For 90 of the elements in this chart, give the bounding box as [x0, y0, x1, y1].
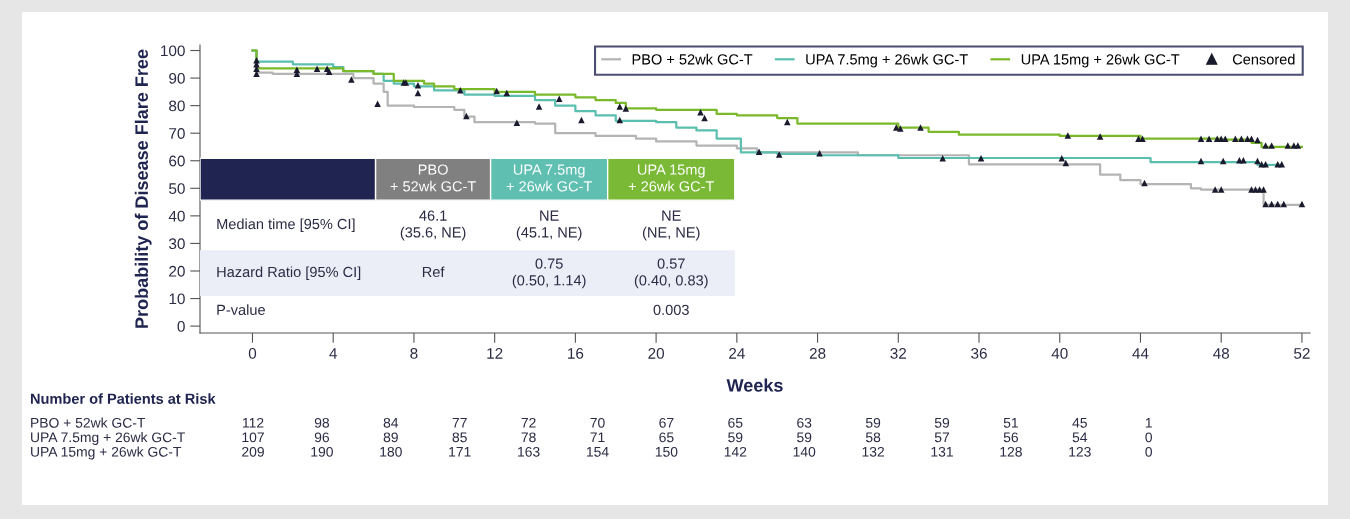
- text: 58: [865, 432, 881, 443]
- text: 84: [383, 417, 399, 428]
- text: 190: [311, 446, 333, 457]
- annotation: Median time [95% CI]: [217, 218, 355, 233]
- text: 45: [1072, 418, 1087, 428]
- text: 132: [862, 446, 884, 457]
- legend-label: Censored: [1232, 53, 1295, 65]
- text: 131: [931, 446, 953, 457]
- text: 163: [518, 446, 540, 457]
- annotation: P-value: [217, 304, 265, 315]
- x-tick-label: 0: [248, 347, 257, 359]
- annotation: NE (45.1, NE): [516, 210, 582, 241]
- text: 0: [1145, 446, 1153, 457]
- text: 0: [1145, 432, 1153, 443]
- annotation: UPA 15mg + 26wk GC-T: [628, 164, 715, 192]
- x-tick-label: 44: [1132, 348, 1149, 359]
- annotation: 0.57 (0.40, 0.83): [634, 258, 708, 289]
- x-tick-label: 28: [809, 347, 826, 359]
- text: 72: [521, 417, 536, 428]
- x-tick-label: 36: [971, 347, 987, 359]
- legend-label: UPA 7.5mg + 26wk GC-T: [806, 53, 968, 68]
- y-tick-label: 20: [169, 265, 185, 277]
- x-tick-label: 24: [729, 347, 745, 359]
- text: 96: [314, 432, 330, 443]
- annotation: Hazard Ratio [95% CI]: [217, 266, 361, 280]
- text: 142: [724, 446, 747, 457]
- annotation: PBO + 52wk GC-T: [390, 164, 476, 192]
- text: 78: [521, 432, 536, 443]
- text: 57: [934, 432, 950, 443]
- text: 128: [1000, 446, 1022, 457]
- text: 140: [793, 446, 816, 457]
- text: UPA 7.5mg + 26wk GC-T: [31, 432, 185, 445]
- text: 59: [865, 417, 881, 428]
- y-tick-label: 100: [161, 45, 185, 57]
- text: 54: [1072, 432, 1088, 443]
- y-axis-title: Probability of Disease Flare Free: [134, 49, 152, 328]
- y-tick-label: 0: [177, 320, 185, 332]
- y-tick-label: 50: [169, 183, 185, 194]
- annotation: 0.003: [653, 304, 689, 315]
- text: 71: [590, 432, 605, 443]
- x-tick-label: 40: [1051, 347, 1068, 359]
- text: 85: [452, 432, 467, 443]
- y-tick-label: 40: [168, 210, 185, 222]
- y-tick-label: 80: [169, 100, 185, 112]
- text: 67: [659, 417, 674, 428]
- x-tick-label: 4: [329, 348, 337, 359]
- text: 180: [380, 446, 402, 457]
- text: 56: [1003, 432, 1019, 443]
- annotation: Ref: [422, 266, 445, 278]
- legend-label: PBO + 52wk GC-T: [632, 53, 753, 65]
- text: 112: [242, 417, 264, 428]
- y-tick-label: 30: [169, 238, 185, 250]
- text: 77: [452, 418, 467, 428]
- text: 154: [586, 447, 609, 457]
- text: 107: [242, 432, 264, 443]
- x-tick-label: 12: [487, 347, 503, 359]
- text: 70: [590, 417, 605, 428]
- text: 123: [1069, 446, 1091, 457]
- text: 59: [934, 417, 950, 428]
- text: 209: [242, 446, 264, 457]
- y-tick-label: 60: [169, 155, 185, 167]
- text: 89: [383, 432, 398, 443]
- legend-label: UPA 15mg + 26wk GC-T: [1021, 53, 1180, 68]
- text: 51: [1003, 418, 1018, 428]
- text: 1: [1145, 418, 1152, 428]
- annotation: 0.75 (0.50, 1.14): [512, 258, 586, 289]
- text: PBO + 52wk GC-T: [31, 417, 146, 428]
- text: 63: [797, 417, 812, 428]
- text: 98: [314, 417, 330, 428]
- text: 59: [728, 432, 743, 443]
- annotation: NE (NE, NE): [642, 210, 700, 241]
- annotation: UPA 7.5mg + 26wk GC-T: [506, 164, 592, 192]
- x-tick-label: 48: [1213, 347, 1230, 359]
- x-tick-label: 16: [568, 347, 584, 359]
- y-tick-label: 70: [169, 128, 185, 139]
- text: 150: [655, 446, 678, 457]
- text: 65: [728, 417, 743, 428]
- y-tick-label: 90: [169, 72, 185, 84]
- x-tick-label: 20: [648, 347, 665, 359]
- x-tick-label: 52: [1294, 347, 1310, 359]
- text: 59: [797, 432, 812, 443]
- y-tick-label: 10: [169, 293, 185, 305]
- annotation: 46.1 (35.6, NE): [400, 210, 466, 241]
- x-axis-title: Weeks: [726, 378, 783, 392]
- text: 65: [659, 432, 674, 443]
- text: 171: [449, 447, 471, 457]
- text: Number of Patients at Risk: [30, 393, 216, 404]
- x-tick-label: 32: [890, 347, 907, 359]
- x-tick-label: 8: [410, 347, 418, 359]
- text: UPA 15mg + 26wk GC-T: [31, 446, 182, 460]
